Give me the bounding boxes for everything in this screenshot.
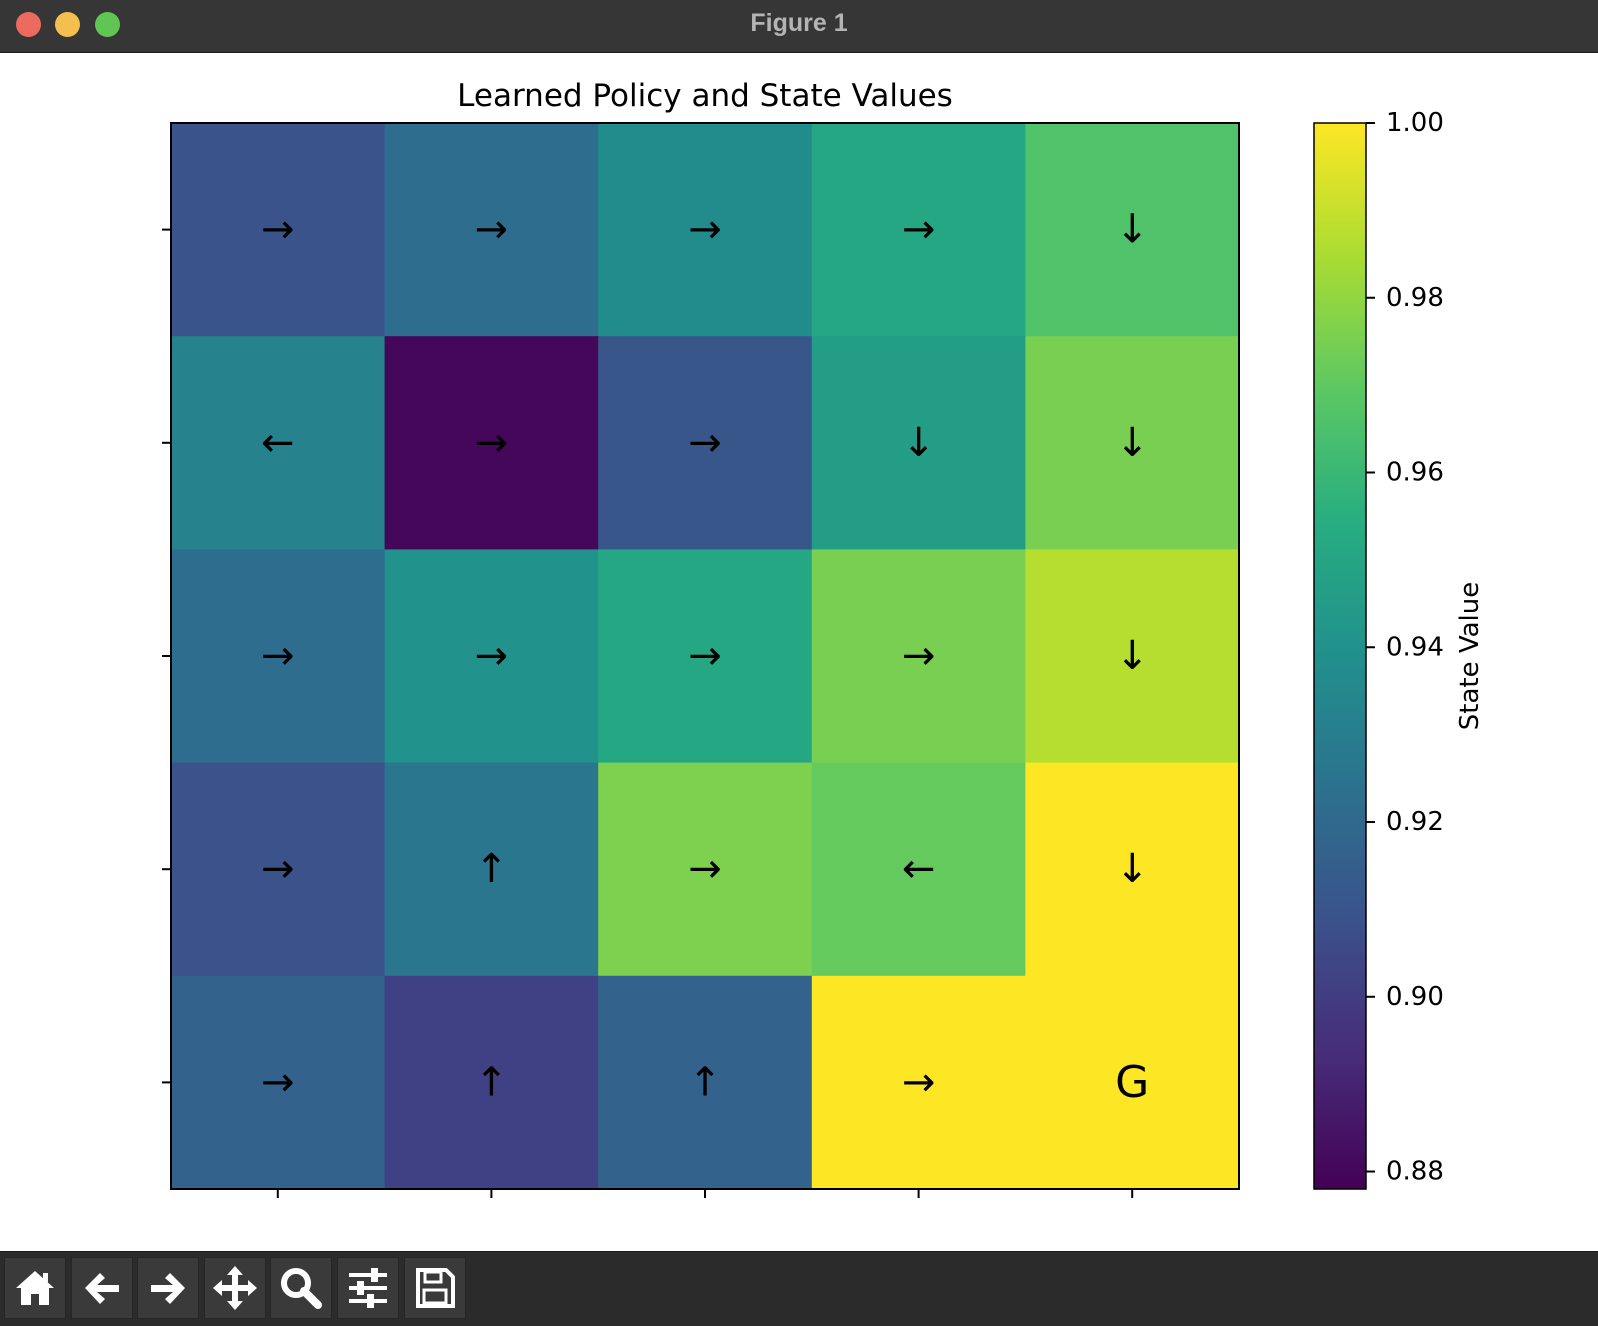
back-button[interactable] <box>71 1257 133 1319</box>
policy-arrow: → <box>902 1059 936 1105</box>
policy-arrow: → <box>902 633 936 679</box>
heatmap-cell <box>598 762 813 977</box>
policy-arrow: → <box>688 420 722 466</box>
maximize-window-button[interactable] <box>95 12 120 37</box>
configure-subplots-button[interactable] <box>337 1257 399 1319</box>
policy-arrow: ↑ <box>475 846 509 892</box>
heatmap-cell <box>1025 336 1240 550</box>
policy-arrow: ↓ <box>1115 420 1149 466</box>
colorbar-tick-label: 0.88 <box>1386 1157 1444 1187</box>
arrow-right-icon <box>151 1273 185 1304</box>
home-button[interactable] <box>4 1257 66 1319</box>
policy-arrow: → <box>261 207 295 253</box>
heatmap-cell <box>811 549 1026 764</box>
colorbar-ticks: 0.88 0.90 0.92 0.94 0.96 0.98 1.00 <box>1366 108 1444 1187</box>
heatmap-cell <box>598 336 813 550</box>
heatmap-cell <box>171 762 386 977</box>
heatmap-cell <box>384 762 599 977</box>
heatmap-cell <box>171 549 386 764</box>
save-button[interactable] <box>404 1257 466 1319</box>
floppy-disk-icon <box>416 1268 455 1308</box>
navigation-toolbar <box>0 1251 1598 1326</box>
policy-arrow: → <box>902 207 936 253</box>
heatmap-cell <box>1025 123 1240 337</box>
sliders-icon <box>349 1268 387 1308</box>
heatmap-cell <box>811 975 1026 1190</box>
heatmap-cell <box>171 336 386 550</box>
heatmap-cell <box>171 123 386 337</box>
forward-button[interactable] <box>137 1257 199 1319</box>
home-icon <box>16 1271 54 1305</box>
policy-arrow: → <box>475 207 509 253</box>
policy-arrow: → <box>688 846 722 892</box>
colorbar-tick-label: 0.94 <box>1386 632 1444 662</box>
window-title: Figure 1 <box>750 9 848 37</box>
policy-arrow: → <box>475 420 509 466</box>
colorbar-label: State Value <box>1455 582 1485 730</box>
heatmap-cell <box>598 975 813 1190</box>
close-window-button[interactable] <box>16 12 41 37</box>
policy-arrow: → <box>261 846 295 892</box>
colorbar-tick-label: 0.96 <box>1386 458 1444 488</box>
policy-arrow: ↑ <box>475 1059 509 1105</box>
policy-arrow: ← <box>261 420 295 466</box>
goal-label: G <box>1115 1057 1149 1108</box>
heatmap-cell <box>811 762 1026 977</box>
colorbar-tick-label: 0.92 <box>1386 807 1444 837</box>
title-bar: Figure 1 <box>0 0 1598 53</box>
colorbar-tick-label: 0.90 <box>1386 982 1444 1012</box>
policy-arrow: → <box>688 633 722 679</box>
policy-arrow: ↓ <box>1115 846 1149 892</box>
heatmap-cell <box>384 336 599 550</box>
heatmap-cell <box>598 549 813 764</box>
arrow-left-icon <box>85 1273 119 1304</box>
heatmap-cell <box>811 123 1026 337</box>
zoom-button[interactable] <box>270 1257 332 1319</box>
policy-arrow: → <box>688 207 722 253</box>
policy-arrow: ← <box>902 846 936 892</box>
magnifier-icon <box>281 1268 322 1309</box>
heatmap-cell <box>811 336 1026 550</box>
colorbar-tick-label: 0.98 <box>1386 283 1444 313</box>
axis-ticks <box>162 228 1134 1198</box>
heatmap-cell <box>1025 762 1240 977</box>
heatmap-cell <box>384 549 599 764</box>
heatmap-cell <box>1025 975 1240 1190</box>
policy-arrows: → → → → ↓ ← → → ↓ ↓ → → → → ↓ → ↑ → ← ↓ → ↑ ↑ → G <box>261 207 1149 1108</box>
policy-arrow: → <box>475 633 509 679</box>
colorbar <box>1313 122 1367 1190</box>
heatmap-chart: Learned Policy and State Values → → → → ↓← → →… <box>162 78 1485 1198</box>
minimize-window-button[interactable] <box>55 12 80 37</box>
heatmap-cell <box>384 975 599 1190</box>
move-icon <box>213 1266 257 1310</box>
heatmap-cell <box>171 975 386 1190</box>
policy-arrow: → <box>261 1059 295 1105</box>
colorbar-tick-label: 1.00 <box>1386 108 1444 138</box>
heatmap-cell <box>1025 549 1240 764</box>
policy-arrow: ↓ <box>902 420 936 466</box>
chart-title: Learned Policy and State Values <box>457 78 953 114</box>
heatmap-cell <box>384 123 599 337</box>
plot-area: Learned Policy and State Values → → → → ↓ ← → →… <box>0 53 1598 1251</box>
heatmap-cell <box>598 123 813 337</box>
policy-arrow: → <box>261 633 295 679</box>
policy-arrow: ↓ <box>1115 207 1149 253</box>
policy-arrow: ↓ <box>1115 633 1149 679</box>
policy-arrow: ↑ <box>688 1059 722 1105</box>
heatmap-cells <box>171 123 1240 1190</box>
pan-button[interactable] <box>204 1257 266 1319</box>
